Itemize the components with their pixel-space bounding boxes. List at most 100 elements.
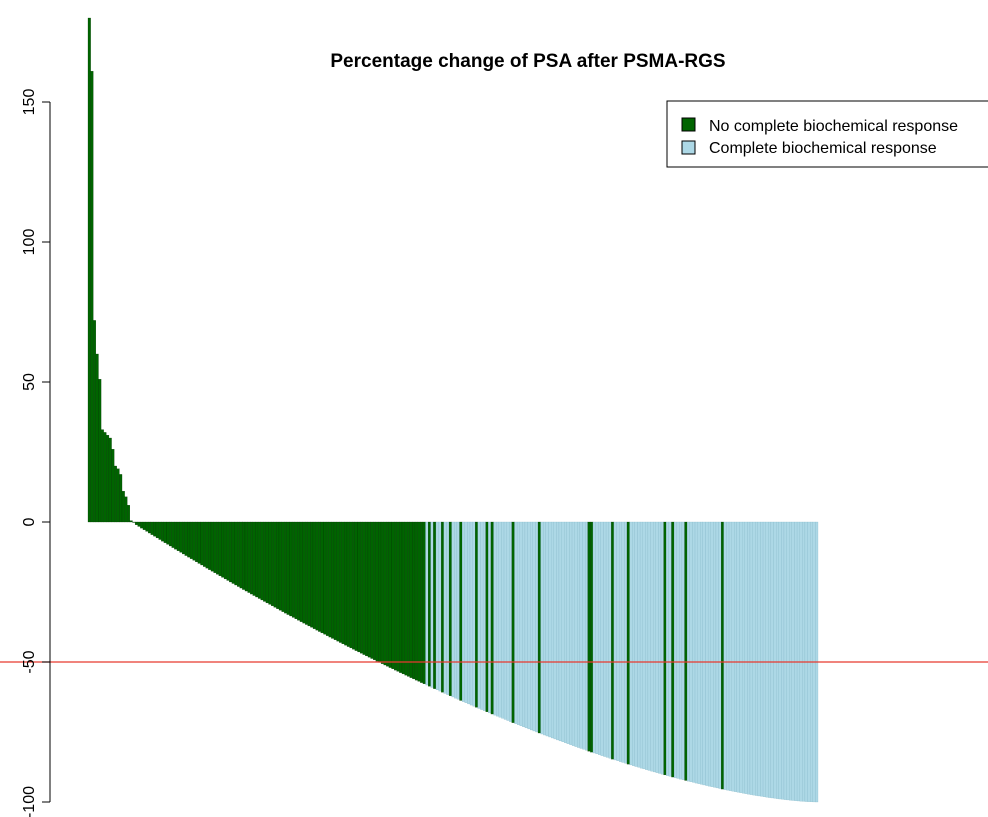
bar <box>566 521 570 744</box>
bar <box>441 521 444 693</box>
bar <box>142 521 146 530</box>
bar <box>629 521 633 766</box>
bar <box>116 468 120 523</box>
bar <box>129 520 133 523</box>
bar <box>632 521 635 766</box>
bar <box>433 521 437 689</box>
bar <box>420 521 424 683</box>
bar <box>501 521 505 719</box>
bar <box>569 521 573 745</box>
y-tick-label: 0 <box>21 517 38 526</box>
legend: No complete biochemical response Complet… <box>666 100 988 168</box>
bar <box>585 521 588 751</box>
bar <box>634 521 638 767</box>
bar <box>673 521 677 778</box>
bar <box>396 521 400 672</box>
bar <box>302 521 306 624</box>
bar <box>550 521 554 739</box>
bar <box>472 521 476 707</box>
bar <box>305 521 308 625</box>
bar <box>749 521 753 795</box>
bar <box>98 379 102 523</box>
bar <box>647 521 651 771</box>
bar <box>679 521 683 780</box>
bar <box>639 521 643 769</box>
bar <box>407 521 410 677</box>
bar <box>530 521 533 731</box>
bar <box>653 521 656 773</box>
bar <box>216 521 219 575</box>
bar <box>700 521 704 785</box>
y-tick-label: 150 <box>21 89 38 116</box>
bar <box>540 521 544 735</box>
bar <box>278 521 282 611</box>
bar <box>574 521 578 747</box>
bar <box>553 521 557 740</box>
bar <box>90 71 94 523</box>
bar <box>294 521 298 619</box>
bar <box>328 521 332 638</box>
bar <box>438 521 442 692</box>
bar <box>325 521 329 636</box>
bar <box>187 521 191 558</box>
bar <box>781 521 785 800</box>
bar <box>155 521 159 539</box>
bar <box>255 521 259 598</box>
bar <box>425 521 429 686</box>
bar <box>148 521 151 534</box>
y-tick-label: 50 <box>21 373 38 391</box>
bar <box>558 521 562 742</box>
bar <box>93 320 96 523</box>
bar <box>260 521 264 601</box>
bar <box>336 521 340 642</box>
bar <box>210 521 214 572</box>
bar <box>705 521 709 786</box>
bar <box>286 521 290 615</box>
bar <box>344 521 348 646</box>
bar <box>394 521 397 671</box>
bar <box>252 521 256 596</box>
bar <box>687 521 690 782</box>
bar <box>697 521 701 784</box>
y-tick-label: 100 <box>21 229 38 256</box>
bar <box>189 521 193 559</box>
bar <box>715 521 719 789</box>
bar <box>660 521 664 775</box>
bar <box>456 521 460 700</box>
bar <box>598 521 601 755</box>
bar <box>522 521 526 727</box>
bar <box>391 521 395 669</box>
bar <box>721 521 724 790</box>
bar <box>467 521 471 705</box>
bar <box>718 521 722 789</box>
bar <box>624 521 628 764</box>
bar <box>341 521 345 645</box>
bar <box>108 437 112 523</box>
bar <box>312 521 316 629</box>
bar <box>359 521 363 654</box>
bar <box>454 521 458 699</box>
bar <box>524 521 528 729</box>
bar <box>503 521 507 720</box>
bar <box>362 521 366 655</box>
bar <box>166 521 170 545</box>
bar <box>451 521 455 698</box>
bar <box>268 521 272 605</box>
bar <box>401 521 405 675</box>
bar <box>404 521 408 676</box>
bar <box>493 521 497 716</box>
bar <box>642 521 646 770</box>
bar <box>263 521 267 602</box>
bar <box>127 505 130 523</box>
bar <box>726 521 730 791</box>
bar <box>265 521 269 604</box>
bar <box>380 521 384 664</box>
bar <box>713 521 717 788</box>
bar <box>462 521 465 702</box>
bar <box>694 521 698 784</box>
bar <box>464 521 468 703</box>
bar <box>689 521 693 782</box>
bar <box>621 521 625 763</box>
bar <box>103 432 107 523</box>
bar <box>205 521 209 569</box>
